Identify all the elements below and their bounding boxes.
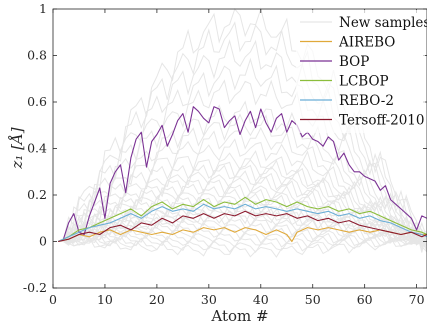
sample-curve: [58, 138, 427, 251]
legend-label: AIREBO: [338, 35, 395, 51]
y-tick-label: 1: [39, 1, 47, 16]
x-tick-label: 40: [253, 292, 269, 307]
sample-curve: [58, 100, 427, 243]
sample-curve: [58, 21, 427, 253]
x-tick-label: 10: [97, 292, 113, 307]
sample-curve: [58, 203, 427, 244]
legend-box: [296, 10, 425, 133]
sample-curve: [58, 113, 427, 253]
y-ticks: -0.2 0 0.2 0.4 0.6 0.8 1: [23, 1, 427, 295]
legend-label: LCBOP: [339, 74, 389, 90]
x-tick-label: 50: [305, 292, 321, 307]
legend-label: REBO-2: [339, 93, 394, 109]
series-line-tersoff-2010: [58, 210, 427, 243]
y-axis-title: z₁ [Å]: [8, 127, 26, 169]
sample-curve: [58, 236, 427, 258]
y-tick-label: 0.8: [27, 48, 47, 63]
sample-curve: [58, 222, 427, 245]
sample-curve: [58, 7, 427, 253]
samples-layer: [58, 7, 427, 258]
legend: New samples AIREBO BOP LCBOP REBO-2 Tersoff-2…: [296, 10, 427, 133]
y-tick-label: -0.2: [23, 280, 47, 295]
x-tick-label: 70: [409, 292, 425, 307]
sample-curve: [58, 227, 427, 245]
sample-curve: [58, 126, 427, 251]
y-tick-label: 0.6: [27, 94, 47, 109]
sample-curve: [58, 235, 427, 254]
y-tick-label: 0: [39, 234, 47, 249]
legend-label: BOP: [339, 54, 369, 70]
x-tick-label: 20: [149, 292, 165, 307]
x-tick-label: 30: [201, 292, 217, 307]
x-axis-title: Atom #: [210, 307, 268, 325]
series-line-airebo: [58, 227, 427, 243]
series-line-lcbop: [57, 196, 427, 243]
legend-label: Tersoff-2010: [339, 113, 424, 129]
sample-curve: [58, 213, 427, 245]
y-tick-label: 0.4: [27, 141, 47, 156]
x-tick-label: 60: [357, 292, 373, 307]
x-tick-label: 0: [49, 292, 57, 307]
y-tick-label: 0.2: [27, 187, 47, 202]
series-line-rebo-2: [57, 203, 427, 243]
series-line-bop: [57, 106, 427, 243]
x-ticks: 0 10 20 30 40 50 60 70: [49, 9, 425, 307]
sample-curve: [58, 200, 427, 246]
sample-curve: [58, 209, 427, 246]
series-layer: [57, 106, 427, 243]
sample-curve: [58, 164, 427, 244]
legend-label: New samples: [339, 15, 427, 31]
